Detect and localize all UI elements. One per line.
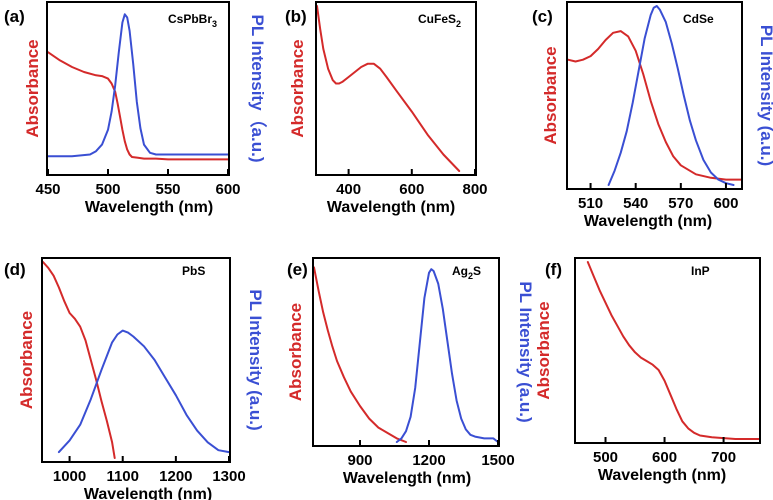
plot-frame [574,257,761,444]
panel-letter: (c) [532,7,553,26]
x-tick-label: 1500 [481,452,514,469]
pl-series-line [607,5,735,186]
x-tick-label: 540 [623,195,648,212]
panel-letter: (d) [4,260,26,279]
x-axis-label: Wavelength (nm) [85,199,213,216]
panel-e: 900 1200 1500 Wavelength (nm) (e) Ag2S Absorba… [286,257,535,487]
y-axis-label-absorbance: Absorbance [288,39,307,137]
absorbance-series-line [42,261,116,459]
x-tick-label: 600 [215,181,240,198]
x-tick-label: 600 [713,195,738,212]
x-tick-label: 700 [711,449,736,466]
material-label: Ag2S [452,264,481,281]
x-tick-label: 400 [336,181,361,198]
x-tick-label: 1300 [212,468,245,485]
x-tick-label: 1200 [159,468,192,485]
x-axis-label: Wavelength (nm) [584,213,712,230]
x-tick-label: 550 [155,181,180,198]
panel-letter: (b) [285,7,307,26]
x-tick-label: 1200 [412,452,445,469]
y-axis-label-absorbance: Absorbance [541,46,560,144]
plot-frame [46,1,230,176]
y-axis-label-pl-intensity: PL Intensity（a.u.) [248,15,268,163]
x-tick-label: 500 [95,181,120,198]
panel-letter: (e) [287,260,308,279]
absorbance-series-line [313,266,407,443]
y-axis-label-pl-intensity: PL Intensity (a.u.) [516,281,535,422]
y-axis-label-absorbance: Absorbance [286,303,305,401]
absorbance-series-line [316,5,461,172]
x-tick-label: 1000 [53,468,86,485]
x-axis-label: Wavelength (nm) [343,470,471,487]
panel-b: 400 600 800 Wavelength (nm) (b) CuFeS2 Absorba… [285,1,488,216]
y-axis-label-pl-intensity: PL Intensity (a.u.) [246,289,265,430]
x-tick-label: 450 [35,181,60,198]
x-axis-label: Wavelength (nm) [327,199,455,216]
plot-frame [315,1,477,176]
material-label: CdSe [683,12,714,26]
x-tick-label: 800 [462,181,487,198]
absorbance-series-line [567,30,742,181]
x-tick-label: 510 [578,195,603,212]
material-label: InP [691,264,710,278]
y-axis-label-absorbance: Absorbance [23,39,42,137]
x-tick-label: 600 [399,181,424,198]
y-axis-label-absorbance: Absorbance [534,301,553,399]
panel-letter: (a) [4,7,25,26]
x-tick-label: 600 [652,449,677,466]
x-tick-label: 500 [593,449,618,466]
pl-series-line [47,13,229,158]
material-label: PbS [182,264,205,278]
plot-frame [312,257,500,447]
x-tick-label: 900 [347,452,372,469]
y-axis-label-pl-intensity: PL Intensity (a.u.) [757,25,773,166]
y-axis-label-absorbance: Absorbance [17,311,36,409]
x-axis-label: Wavelength (nm) [598,467,726,484]
pl-series-line [57,329,230,454]
plot-frame [41,257,231,463]
absorbance-series-line [586,261,760,440]
x-axis-label: Wavelength (nm) [84,486,212,500]
absorbance-series-line [47,51,229,161]
x-tick-label: 1100 [106,468,139,485]
panel-letter: (f) [545,260,562,279]
plot-frame [566,1,743,190]
material-label: CuFeS2 [418,12,461,29]
x-tick-label: 570 [668,195,693,212]
pl-series-line [395,268,499,443]
material-label: CsPbBr3 [168,12,217,29]
